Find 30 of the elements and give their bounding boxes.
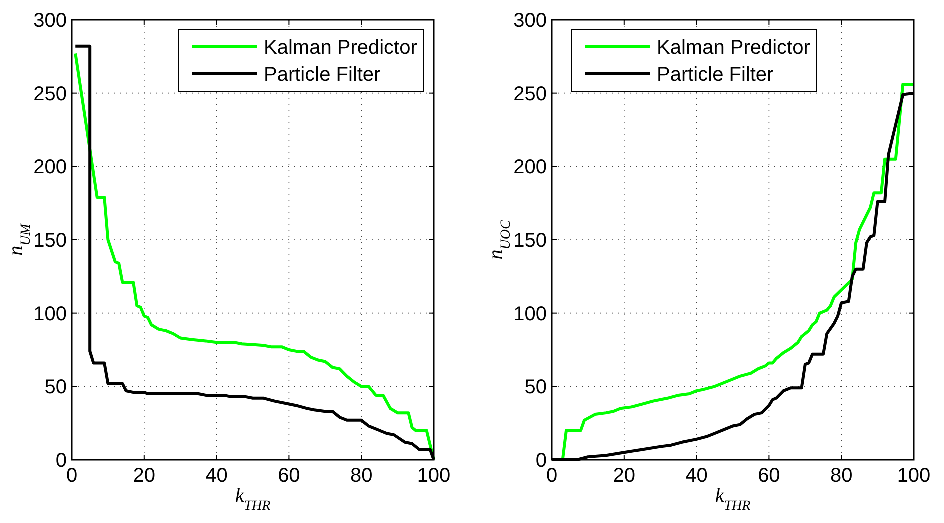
legend-label: Kalman Predictor [657, 37, 811, 59]
y-tick-label: 100 [34, 303, 67, 326]
x-tick-label: 40 [206, 465, 228, 487]
y-tick-label: 200 [514, 156, 547, 179]
x-tick-label: 100 [897, 465, 931, 487]
x-tick-label: 100 [417, 465, 451, 487]
y-tick-label: 250 [514, 83, 547, 106]
x-tick-label: 60 [758, 465, 780, 487]
x-tick-label: 80 [830, 465, 853, 487]
y-tick-label: 100 [514, 303, 547, 326]
x-tick-label: 40 [686, 465, 708, 487]
y-tick-label: 300 [514, 10, 547, 32]
y-tick-label: 250 [34, 83, 67, 106]
x-axis-title: k$_{THR}$ [715, 485, 752, 514]
y-tick-label: 50 [524, 376, 547, 399]
y-tick-label: 200 [34, 156, 67, 179]
legend-label: Kalman Predictor [264, 37, 418, 59]
y-tick-label: 50 [44, 376, 67, 399]
y-tick-label: 0 [536, 450, 547, 472]
y-tick-label: 300 [34, 10, 67, 32]
y-tick-label: 150 [34, 230, 67, 252]
x-axis-title: k$_{THR}$ [235, 485, 272, 514]
y-tick-label: 150 [514, 230, 547, 252]
y-tick-label: 0 [56, 450, 67, 472]
x-tick-label: 20 [613, 465, 636, 487]
legend-label: Particle Filter [264, 64, 382, 86]
x-tick-label: 80 [350, 465, 373, 487]
x-tick-label: 60 [278, 465, 300, 487]
legend-label: Particle Filter [657, 64, 774, 86]
x-tick-label: 20 [133, 465, 156, 487]
